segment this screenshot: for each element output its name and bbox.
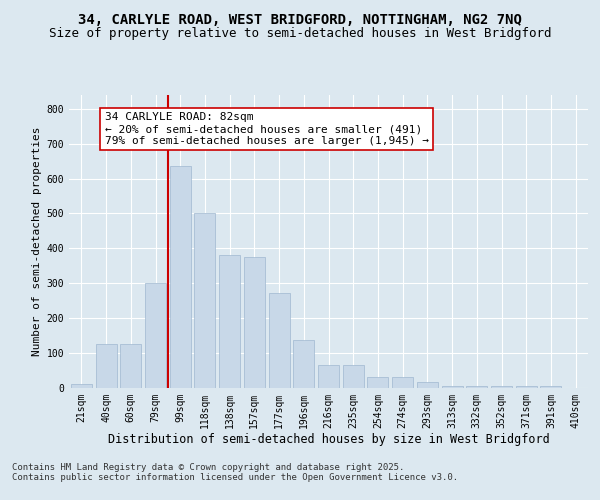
Text: Size of property relative to semi-detached houses in West Bridgford: Size of property relative to semi-detach… — [49, 28, 551, 40]
Text: 34 CARLYLE ROAD: 82sqm
← 20% of semi-detached houses are smaller (491)
79% of se: 34 CARLYLE ROAD: 82sqm ← 20% of semi-det… — [105, 112, 429, 146]
Bar — [491, 386, 512, 388]
Bar — [145, 283, 166, 388]
Text: 34, CARLYLE ROAD, WEST BRIDGFORD, NOTTINGHAM, NG2 7NQ: 34, CARLYLE ROAD, WEST BRIDGFORD, NOTTIN… — [78, 12, 522, 26]
Bar — [318, 365, 339, 388]
Bar — [417, 382, 438, 388]
Bar — [367, 377, 388, 388]
Bar — [392, 377, 413, 388]
Bar — [219, 255, 240, 388]
Bar — [343, 365, 364, 388]
Bar — [293, 340, 314, 388]
Bar — [466, 386, 487, 388]
Text: Contains HM Land Registry data © Crown copyright and database right 2025.
Contai: Contains HM Land Registry data © Crown c… — [12, 462, 458, 482]
Bar — [244, 257, 265, 388]
Bar — [541, 386, 562, 388]
Bar — [120, 344, 141, 388]
Bar — [170, 166, 191, 388]
Bar — [71, 384, 92, 388]
Bar — [516, 386, 537, 388]
Bar — [194, 214, 215, 388]
Bar — [269, 294, 290, 388]
Bar — [442, 386, 463, 388]
Y-axis label: Number of semi-detached properties: Number of semi-detached properties — [32, 126, 43, 356]
Text: Distribution of semi-detached houses by size in West Bridgford: Distribution of semi-detached houses by … — [108, 432, 550, 446]
Bar — [95, 344, 116, 388]
